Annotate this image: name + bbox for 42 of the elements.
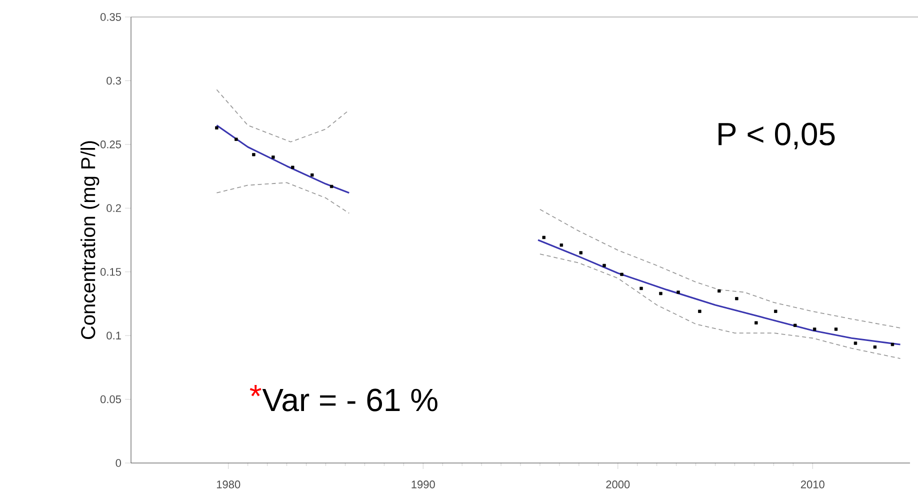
point	[272, 156, 275, 159]
point	[718, 289, 721, 293]
y-tick-label: 0.25	[100, 140, 122, 148]
point	[560, 244, 564, 247]
y-tick-label: 0.35	[100, 13, 122, 21]
point	[602, 264, 606, 268]
y-tick-label: 0.15	[100, 268, 122, 276]
annotation: Var = - 61 %	[262, 388, 438, 412]
point	[794, 324, 797, 327]
point	[620, 272, 624, 276]
point	[735, 297, 738, 300]
point	[698, 310, 702, 313]
point	[854, 342, 858, 345]
y-axis-title: Concentration (mg P/l)	[80, 141, 100, 340]
point	[215, 126, 218, 130]
y-tick-label: 0.3	[106, 76, 121, 85]
x-tick-label: 2010	[800, 480, 824, 488]
point	[640, 286, 643, 290]
point	[542, 236, 546, 240]
annotation: *	[250, 385, 262, 396]
point	[890, 342, 894, 346]
point	[873, 345, 877, 349]
point	[812, 328, 816, 331]
point	[774, 310, 778, 313]
point	[252, 153, 256, 156]
y-tick-label: 0.1	[106, 332, 121, 340]
x-tick-label: 1990	[412, 480, 435, 488]
y-tick-label: 0.2	[106, 204, 121, 212]
y-tick-label: 0.05	[100, 395, 122, 404]
point	[676, 290, 680, 294]
annotation: P < 0,05	[718, 122, 835, 150]
x-tick-label: 2000	[606, 480, 630, 488]
point	[234, 138, 238, 141]
x-tick-label: 1980	[216, 480, 240, 488]
point	[659, 292, 662, 296]
point	[291, 166, 294, 169]
point	[330, 184, 334, 188]
point	[834, 328, 838, 331]
point	[754, 321, 758, 324]
point	[579, 251, 582, 254]
y-tick-label: 0	[116, 459, 122, 467]
point	[310, 173, 314, 177]
